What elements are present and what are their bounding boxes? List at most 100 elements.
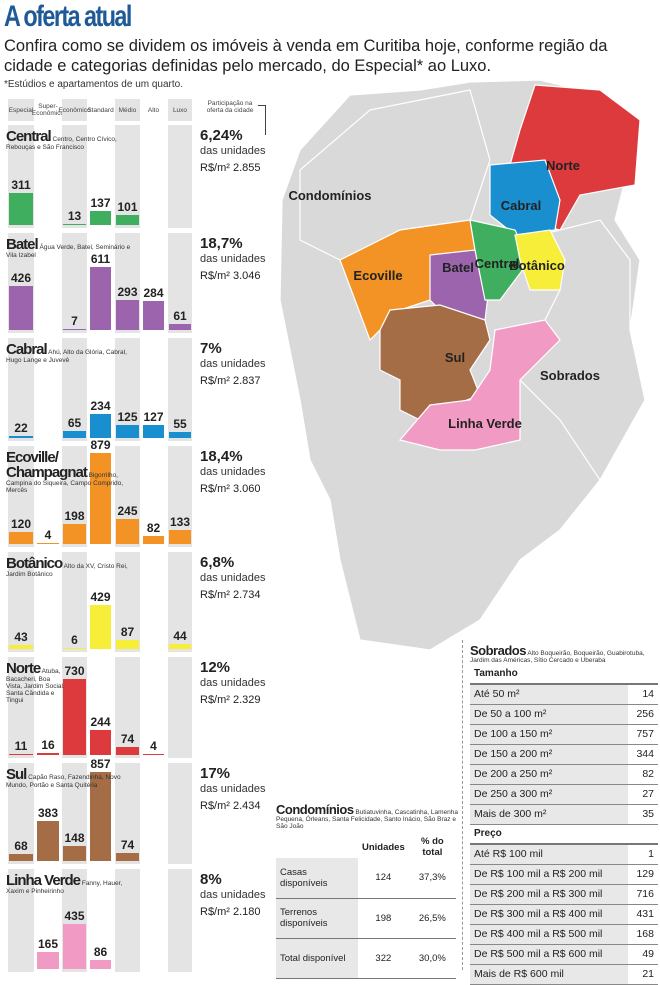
section-header: Tamanho xyxy=(470,664,658,685)
gray-column xyxy=(168,869,192,972)
cell: 198 xyxy=(357,898,409,939)
condominios-table: Unidades% do total Casas disponíveis 124 3… xyxy=(276,836,456,979)
table-row: Mais de 300 m² 35 xyxy=(470,804,658,825)
cell: 26,5% xyxy=(408,898,456,939)
bar-Alto xyxy=(143,300,164,330)
units-label: das unidades xyxy=(200,783,266,795)
page-title: A oferta atual xyxy=(4,0,132,33)
price-per-m2: R$/m² 2.734 xyxy=(200,589,261,601)
bar-Econômico xyxy=(63,647,86,649)
condominios-name: Condomínios xyxy=(276,802,354,817)
gray-column xyxy=(8,338,34,441)
region-neighborhoods: Centro, Centro Cívico, Rebouças e São Fr… xyxy=(6,136,117,151)
price-per-m2: R$/m² 3.060 xyxy=(200,483,261,495)
participation-pointer xyxy=(258,105,266,135)
units-label: das unidades xyxy=(200,358,266,370)
bar-label: 101 xyxy=(117,199,138,214)
bar-label: 133 xyxy=(169,515,191,530)
row-value: 256 xyxy=(628,704,658,725)
bar-Especial xyxy=(9,531,33,544)
bar-Luxo xyxy=(169,644,191,649)
bar-Econômico xyxy=(63,223,86,225)
gray-column xyxy=(62,125,87,228)
cell: 124 xyxy=(357,858,409,899)
region-neighborhoods: Capão Raso, Fazendinha, Novo Mundo, Port… xyxy=(6,774,121,789)
sobrados-name: Sobrados xyxy=(470,643,526,658)
column-header-2: Econômico xyxy=(58,99,91,121)
blank xyxy=(628,664,658,685)
price-per-m2: R$/m² 2.329 xyxy=(200,694,261,706)
table-row: De 250 a 300 m² 27 xyxy=(470,784,658,805)
row-value: 168 xyxy=(628,924,658,945)
curitiba-map: Condomínios Ecoville Batel Central Cabral Nor… xyxy=(279,79,646,651)
map-label-0: Condomínios xyxy=(288,188,371,203)
bar-Médio xyxy=(116,214,139,225)
bar-label: 137 xyxy=(90,195,111,210)
bar-label: 120 xyxy=(10,516,32,531)
table-row: De R$ 400 mil a R$ 500 mil 168 xyxy=(470,924,658,945)
price-per-m2: R$/m² 3.046 xyxy=(200,270,261,282)
bar-Econômico xyxy=(63,923,86,969)
row-label: Terrenos disponíveis xyxy=(276,898,358,939)
bar-label: 244 xyxy=(90,714,111,729)
header-pct: % do total xyxy=(421,836,444,858)
share-value: 6,8% xyxy=(200,554,235,571)
bar-label: 4 xyxy=(150,738,157,753)
table-row: De 200 a 250 m² 82 xyxy=(470,764,658,785)
column-header-3: Standard xyxy=(87,106,114,114)
bar-label: 61 xyxy=(173,308,187,323)
bar-label: 284 xyxy=(143,285,164,300)
gray-column xyxy=(115,338,140,441)
sobrados-neighborhoods: Alto Boqueirão, Boqueirão, Guabirotuba, … xyxy=(470,650,645,664)
bar-label: 857 xyxy=(90,757,111,772)
sobrados-table: Tamanho Até 50 m² 14 De 50 a 100 m² 256 De 10… xyxy=(470,664,658,985)
column-header-5: Alto xyxy=(147,106,160,114)
bar-label: 13 xyxy=(67,208,82,223)
cell: 37,3% xyxy=(408,858,456,899)
divider xyxy=(462,640,463,970)
bar-label: 22 xyxy=(14,420,28,435)
bar-Super-Econômico xyxy=(37,753,59,755)
row-label: Até R$ 100 mil xyxy=(470,844,629,865)
table-row: De R$ 100 mil a R$ 200 mil 129 xyxy=(470,864,658,885)
map-central xyxy=(469,219,531,301)
footnote: *Estúdios e apartamentos de um quarto. xyxy=(4,79,183,90)
gray-column xyxy=(115,869,140,972)
region-name: Ecoville/ Champagnat Bigorrilho, Campina… xyxy=(6,450,141,494)
units-label: das unidades xyxy=(200,572,266,584)
row-value: 1 xyxy=(628,844,658,865)
bar-Luxo xyxy=(169,323,191,330)
map-label-6: Botânico xyxy=(509,258,565,273)
share-value: 6,24% xyxy=(200,127,243,144)
column-header-1: Super-Econômico xyxy=(31,103,65,117)
gray-column xyxy=(168,233,192,333)
gray-column xyxy=(62,233,87,333)
bar-label: 198 xyxy=(64,508,85,523)
sobrados-title: Sobrados Alto Boqueirão, Boqueirão, Guab… xyxy=(470,644,660,664)
region-name: Sul Capão Raso, Fazendinha, Novo Mundo, … xyxy=(6,767,136,789)
bar-label: 55 xyxy=(173,417,187,432)
subtitle: Confira como se dividem os imóveis à ven… xyxy=(4,37,608,75)
units-label: das unidades xyxy=(200,466,266,478)
section-header: Preço xyxy=(470,824,658,845)
bar-label: 127 xyxy=(143,409,164,424)
column-header-6: Luxo xyxy=(168,99,192,121)
bar-Alto xyxy=(143,753,164,755)
bar-label: 7 xyxy=(71,313,78,328)
bar-label: 429 xyxy=(90,589,111,604)
bar-label: 86 xyxy=(93,945,108,960)
bar-Luxo xyxy=(169,432,191,438)
gray-column xyxy=(168,763,192,864)
row-value: 757 xyxy=(628,724,658,745)
gray-column xyxy=(8,552,34,652)
bar-label: 730 xyxy=(64,664,85,679)
bar-Especial xyxy=(9,853,33,861)
bar-Especial xyxy=(9,753,33,755)
gray-column xyxy=(115,763,140,864)
region-panel-Norte: Norte Atuba, Bacacheri, Boa Vista, Jardi… xyxy=(0,657,270,758)
row-label: De R$ 400 mil a R$ 500 mil xyxy=(470,924,629,945)
condominios-neighborhoods: Butiatuvinha, Cascatinha, Lamenha Pequen… xyxy=(276,809,458,830)
table-row: Terrenos disponíveis 198 26,5% xyxy=(276,898,456,939)
bar-Super-Econômico xyxy=(37,951,59,969)
region-title: Botânico xyxy=(6,555,63,572)
